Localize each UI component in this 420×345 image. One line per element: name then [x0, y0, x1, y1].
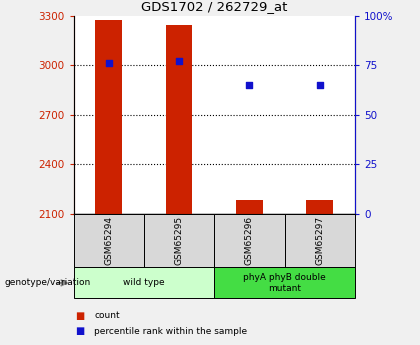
Text: ■: ■: [76, 326, 85, 336]
Text: GSM65296: GSM65296: [245, 216, 254, 265]
Bar: [236, 199, 263, 214]
Bar: [165, 24, 192, 214]
Point: [105, 60, 112, 66]
Text: GSM65295: GSM65295: [175, 216, 184, 265]
Text: percentile rank within the sample: percentile rank within the sample: [94, 327, 248, 336]
Text: phyA phyB double
mutant: phyA phyB double mutant: [243, 273, 326, 293]
Text: genotype/variation: genotype/variation: [4, 278, 90, 287]
Text: GSM65294: GSM65294: [104, 216, 113, 265]
Text: wild type: wild type: [123, 278, 165, 287]
Text: GSM65297: GSM65297: [315, 216, 324, 265]
Bar: [306, 199, 333, 214]
Point: [176, 58, 182, 64]
Point: [316, 82, 323, 88]
Point: [246, 82, 253, 88]
Text: ■: ■: [76, 311, 85, 321]
Text: count: count: [94, 311, 120, 320]
Bar: [95, 20, 122, 214]
Title: GDS1702 / 262729_at: GDS1702 / 262729_at: [141, 0, 287, 13]
